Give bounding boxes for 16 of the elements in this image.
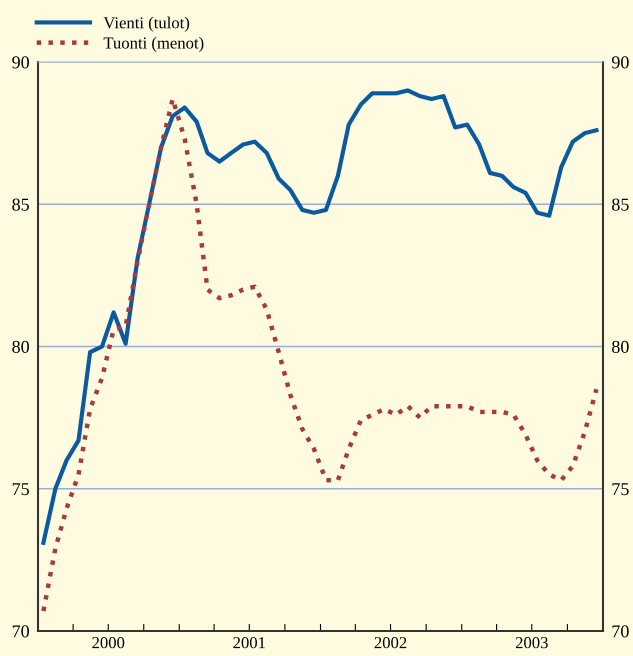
x-tick-label: 2001 [233,637,265,648]
y-tick-label: 80 [12,340,29,353]
x-tick-label: 2000 [92,637,124,648]
y-tick-label: 85 [12,198,29,211]
x-tick-label: 2002 [374,637,406,648]
x-tick-label: 2003 [516,637,548,648]
y2-tick-label: 85 [612,198,629,211]
legend-label: Tuonti (menot) [104,36,204,52]
y-tick-label: 70 [12,625,29,638]
y2-tick-label: 70 [612,625,629,638]
legend-label: Vienti (tulot) [104,16,190,32]
y2-tick-label: 80 [612,340,629,353]
y2-tick-label: 90 [612,56,629,68]
y-tick-label: 75 [12,483,29,496]
y2-tick-label: 75 [612,483,629,496]
y-tick-label: 90 [12,56,29,68]
